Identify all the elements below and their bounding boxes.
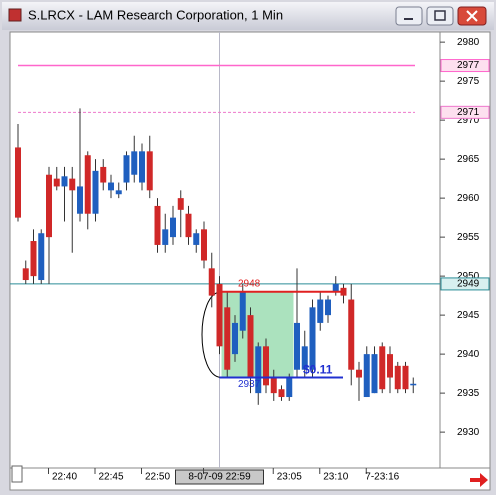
candle-body — [309, 307, 316, 370]
x-tick-label: 8-07-09 22:59 — [188, 472, 251, 483]
candle-body — [239, 291, 246, 331]
candle-body — [286, 377, 293, 398]
candle-body — [247, 315, 254, 378]
candle-body — [371, 354, 378, 394]
x-tick-label: 22:45 — [98, 472, 123, 483]
measure-delta-label: $0.11 — [303, 363, 333, 377]
y-tick-label: 2945 — [457, 310, 480, 321]
price-tag-label: 2949 — [457, 279, 480, 290]
measure-to-label: 2937 — [238, 379, 261, 390]
price-tag-label: 2977 — [457, 60, 480, 71]
candle-body — [255, 346, 262, 394]
candle-body — [15, 147, 21, 218]
crosshair-time-box — [175, 469, 264, 485]
window-title: S.LRCX - LAM Research Corporation, 1 Min — [28, 7, 283, 22]
candle-body — [92, 170, 99, 214]
candle-body — [146, 151, 153, 191]
x-tick-label: 22:50 — [145, 472, 170, 483]
x-tick-label: 7-23:16 — [365, 472, 399, 483]
candle-body — [61, 176, 68, 187]
candle-body — [410, 383, 417, 386]
candle-body — [69, 178, 76, 191]
app-icon — [8, 8, 22, 22]
candle-body — [108, 182, 114, 191]
candle-body — [348, 299, 355, 370]
candle-body — [201, 229, 207, 261]
candle-body — [270, 377, 277, 394]
candle-body — [379, 346, 386, 390]
y-tick-label: 2965 — [457, 154, 480, 165]
minimize-button[interactable] — [395, 6, 423, 26]
candle-body — [170, 217, 176, 238]
y-tick-label: 2980 — [457, 37, 480, 48]
candle-body — [22, 268, 29, 281]
candle-body — [301, 346, 308, 370]
candle-body — [84, 155, 91, 214]
x-tick-label: 23:10 — [323, 472, 348, 483]
y-tick-label: 2950 — [457, 271, 480, 282]
candle-body — [139, 151, 145, 183]
candle-body — [278, 389, 285, 398]
candle-body — [394, 365, 401, 390]
candle-body — [100, 166, 107, 183]
price-tag-label: 2971 — [457, 107, 480, 118]
candle-body — [154, 205, 161, 245]
y-tick-label: 2970 — [457, 115, 480, 126]
candle-body — [162, 229, 169, 245]
candle-body — [263, 346, 269, 386]
candle-body — [177, 198, 184, 210]
candle-body — [317, 299, 324, 323]
candle-body — [340, 287, 347, 296]
close-button[interactable] — [457, 6, 487, 26]
candle-body — [363, 354, 370, 398]
candle-body — [193, 233, 200, 245]
x-tick-label: 22:40 — [52, 472, 77, 483]
candle-body — [131, 151, 138, 175]
maximize-button[interactable] — [426, 6, 454, 26]
price-tag — [440, 59, 490, 73]
candle-body — [208, 268, 215, 296]
candle-body — [53, 178, 60, 187]
y-tick-label: 2955 — [457, 232, 480, 243]
candle-body — [356, 369, 362, 378]
candle-body — [123, 155, 130, 183]
candle-body — [46, 174, 52, 238]
x-tick-label: 23:05 — [277, 472, 302, 483]
price-tag — [440, 105, 490, 119]
scroll-arrow[interactable] — [470, 473, 488, 487]
candle-body — [216, 283, 223, 347]
candle-body — [30, 241, 37, 277]
y-tick-label: 2975 — [457, 76, 480, 87]
y-tick-label: 2960 — [457, 193, 480, 204]
candle-body — [402, 365, 409, 390]
candle-body — [325, 299, 331, 316]
candle-body — [294, 322, 300, 370]
price-axis — [439, 31, 491, 469]
candle-body — [77, 186, 83, 214]
candle-body — [332, 283, 339, 292]
candle-body — [115, 190, 122, 195]
candle-body — [232, 322, 238, 355]
y-tick-label: 2935 — [457, 388, 480, 399]
candle-body — [38, 233, 45, 281]
price-tag — [440, 277, 490, 291]
candle-body — [224, 307, 231, 370]
y-tick-label: 2940 — [457, 349, 480, 360]
plot-area — [9, 31, 441, 469]
y-tick-label: 2930 — [457, 427, 480, 438]
candle-body — [387, 354, 393, 378]
candle-body — [185, 213, 192, 238]
measure-from-label: 2948 — [238, 278, 261, 289]
scroll-box[interactable] — [11, 465, 23, 483]
